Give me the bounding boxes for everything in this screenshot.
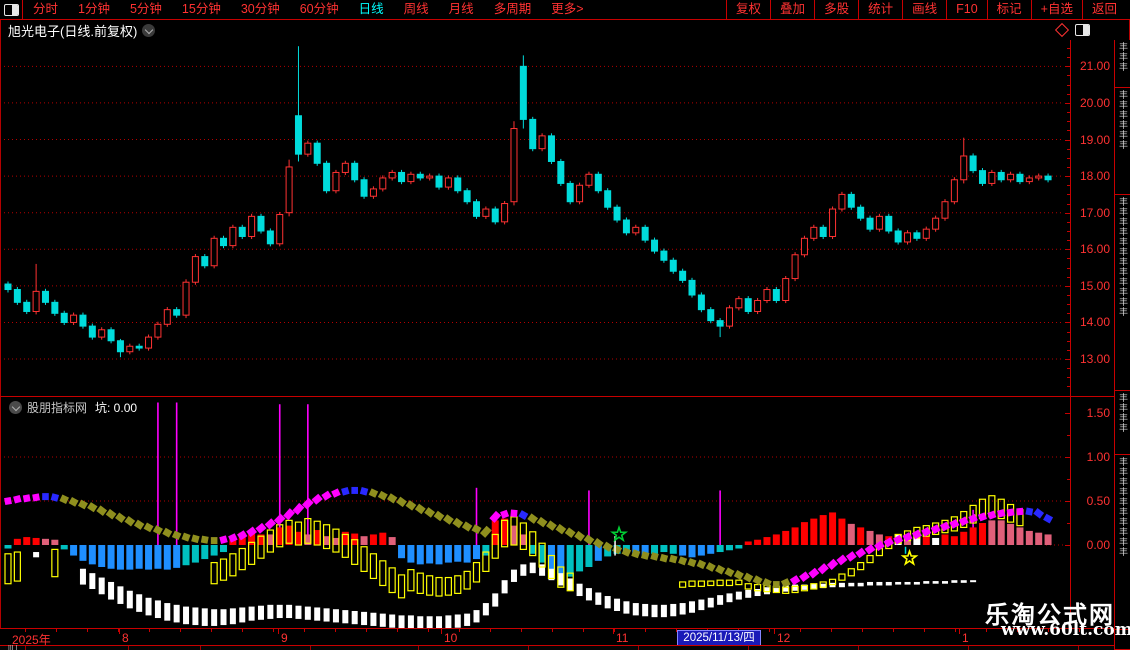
toolbar-button-7[interactable]: +自选 [1030,0,1082,19]
selected-date-box[interactable]: 2025/11/13/四 [677,630,761,646]
period-tab-7[interactable]: 周线 [403,2,429,16]
right-strip-segment[interactable]: 丰丰丰丰丰丰丰丰丰丰 [1115,455,1130,630]
price-label: 17.00 [1079,205,1110,220]
bottom-status-strip: ||| | [0,645,1130,650]
period-tab-3[interactable]: 15分钟 [181,2,221,16]
month-label: 9 [281,631,288,645]
price-label: 16.00 [1079,242,1110,257]
status-text-clipped: ||| | [8,645,18,650]
period-tab-10[interactable]: 更多> [551,2,584,16]
toolbar-button-2[interactable]: 多股 [814,0,858,19]
period-tab-1[interactable]: 1分钟 [78,2,110,16]
toolbar-button-1[interactable]: 叠加 [770,0,814,19]
collapse-chevron-icon[interactable] [9,401,22,414]
star-marker [610,524,629,543]
price-label: 20.00 [1079,95,1110,110]
page-title: 旭光电子(日线.前复权) [8,23,138,39]
title-bar: 旭光电子(日线.前复权) [0,20,1112,40]
toolbar-button-5[interactable]: F10 [946,0,987,19]
toolbar-actions: 复权 叠加 多股 统计 画线 F10 标记 +自选 返回 [726,0,1126,19]
indicator-header: 股朋指标网 坑: 0.00 [4,399,137,416]
period-tab-0[interactable]: 分时 [33,2,59,16]
price-label: 19.00 [1079,132,1110,147]
right-strip-segment[interactable]: 丰丰丰丰丰丰丰丰丰丰丰丰 [1115,195,1130,391]
month-label: 8 [122,631,129,645]
chevron-down-icon[interactable] [142,23,156,37]
price-label: 18.00 [1079,169,1110,184]
indicator-chart[interactable] [0,397,1072,630]
period-tab-8[interactable]: 月线 [448,2,474,16]
right-vertical-strip[interactable]: 丰丰丰 丰丰丰丰丰丰 丰丰丰丰丰丰丰丰丰丰丰丰 丰丰丰丰 丰丰丰丰丰丰丰丰丰丰 [1114,40,1130,650]
indicator-value: 坑: 0.00 [95,401,138,415]
candlestick-chart[interactable] [0,40,1072,397]
indicator-axis-label: 0.50 [1086,494,1110,508]
indicator-name[interactable]: 股朋指标网 [27,401,88,415]
year-label: 2025年 [12,633,51,647]
diamond-marker-icon[interactable] [1054,22,1070,38]
watermark-site-name: 乐淘公式网 [985,602,1115,629]
toolbar-button-6[interactable]: 标记 [986,0,1031,19]
month-label: 12 [777,631,791,645]
toolbar-button-4[interactable]: 画线 [902,0,946,19]
price-label: 14.00 [1079,315,1110,330]
layout-toggle-button[interactable] [0,0,23,19]
panel-divider[interactable] [0,396,1114,397]
toolbar-button-3[interactable]: 统计 [858,0,902,19]
period-tab-9[interactable]: 多周期 [493,2,532,16]
time-axis: 2025年 8 9 10 11 12 1 2025/11/13/四 [0,628,1130,647]
indicator-axis-label: 1.00 [1086,450,1110,464]
toolbar-button-8[interactable]: 返回 [1081,0,1126,19]
period-tab-2[interactable]: 5分钟 [129,2,162,16]
period-tabs: 分时 1分钟 5分钟 15分钟 30分钟 60分钟 日线 周线 月线 多周期 更多> [23,0,726,19]
month-label: 11 [616,631,629,645]
period-tab-4[interactable]: 30分钟 [240,2,280,16]
star-marker [900,548,919,566]
y-axis-line [1070,40,1071,627]
indicator-axis-label: 1.50 [1086,406,1110,420]
right-strip-segment[interactable]: 丰丰丰 [1115,40,1130,88]
toolbar-button-0[interactable]: 复权 [726,0,770,19]
right-strip-segment[interactable]: 丰丰丰丰丰丰 [1115,88,1130,195]
split-view-icon [3,3,19,16]
right-strip-segment[interactable]: 丰丰丰丰 [1115,391,1130,455]
month-label: 10 [444,631,458,645]
price-label: 13.00 [1079,352,1110,367]
period-tab-6[interactable]: 日线 [358,2,384,16]
indicator-axis-label: 0.00 [1086,537,1110,552]
watermark-site-url: www.60lt.com [1001,620,1130,640]
split-view-icon[interactable] [1075,24,1090,36]
period-tab-5[interactable]: 60分钟 [299,2,339,16]
price-label: 21.00 [1079,59,1110,74]
candles-layer [4,46,1052,358]
month-label: 1 [962,631,969,645]
histogram-layer [4,512,1052,577]
top-toolbar: 分时 1分钟 5分钟 15分钟 30分钟 60分钟 日线 周线 月线 多周期 更多> 复权 叠加 多股统… [0,0,1130,20]
price-label: 15.00 [1079,278,1110,293]
